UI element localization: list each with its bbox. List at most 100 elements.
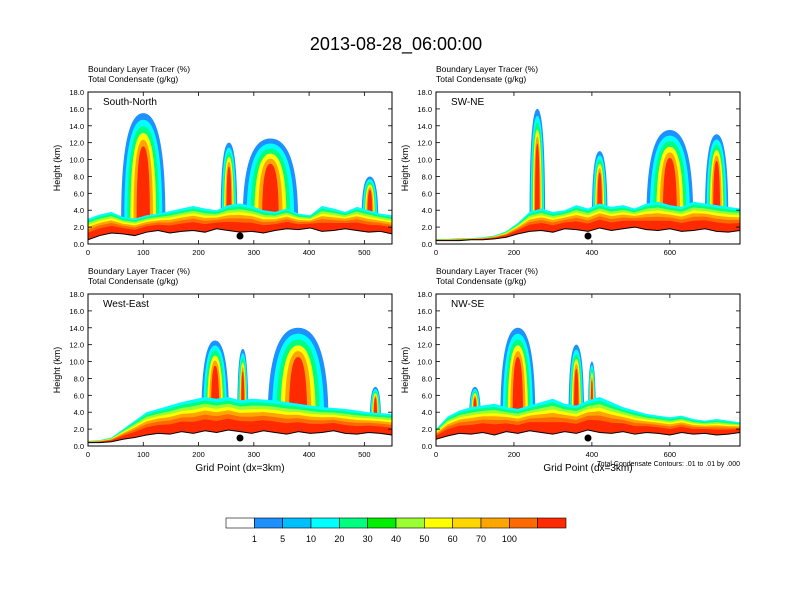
colorbar-label: 1 (252, 534, 257, 544)
colorbar-label: 10 (306, 534, 316, 544)
colorbar-label: 60 (448, 534, 458, 544)
colorbar-label: 50 (419, 534, 429, 544)
y-tick-label: 10.0 (417, 358, 432, 367)
panel-sw-ne: Boundary Layer Tracer (%)Total Condensat… (400, 64, 741, 257)
panel-subtitle: Boundary Layer Tracer (%) (88, 266, 190, 276)
y-tick-label: 4.0 (74, 408, 84, 417)
x-tick-label: 100 (137, 450, 150, 459)
panel-subtitle: Total Condensate (g/kg) (436, 74, 526, 84)
plume-band (136, 146, 150, 219)
contour-annotation: Total Condensate Contours: .01 to .01 by… (597, 461, 740, 468)
colorbar-swatch (282, 517, 312, 529)
x-tick-label: 400 (303, 248, 316, 257)
plot-area (436, 108, 740, 244)
panel-subtitle: Boundary Layer Tracer (%) (88, 64, 190, 74)
location-marker (584, 232, 592, 240)
x-tick-label: 500 (358, 248, 371, 257)
colorbar-swatch (424, 517, 453, 529)
y-tick-label: 10.0 (69, 358, 84, 367)
colorbar-swatch (480, 517, 510, 529)
y-tick-label: 6.0 (422, 391, 432, 400)
y-axis-label: Height (km) (400, 347, 410, 394)
y-tick-label: 8.0 (422, 374, 432, 383)
y-tick-label: 6.0 (422, 189, 432, 198)
y-tick-label: 14.0 (69, 324, 84, 333)
y-tick-label: 0.0 (422, 240, 432, 249)
y-tick-label: 14.0 (417, 122, 432, 131)
y-tick-label: 10.0 (417, 156, 432, 165)
colorbar-swatch (537, 517, 567, 529)
plume-band (512, 357, 524, 421)
convective-plume (242, 138, 299, 219)
y-axis-label: Height (km) (52, 347, 62, 394)
y-tick-label: 8.0 (74, 374, 84, 383)
y-tick-label: 0.0 (74, 442, 84, 451)
location-marker (236, 232, 244, 240)
colorbar-swatch (310, 517, 340, 529)
location-marker (236, 434, 244, 442)
convective-plume (220, 142, 238, 219)
y-tick-label: 2.0 (422, 425, 432, 434)
colorbar-label: 30 (363, 534, 373, 544)
y-tick-label: 14.0 (417, 324, 432, 333)
y-tick-label: 2.0 (74, 425, 84, 434)
plume-band (713, 160, 721, 219)
panel-label: SW-NE (451, 97, 484, 108)
y-tick-label: 6.0 (74, 391, 84, 400)
figure-title: 2013-08-28_06:00:00 (310, 34, 482, 55)
convective-plume (529, 108, 546, 219)
panel-nw-se: Boundary Layer Tracer (%)Total Condensat… (400, 266, 741, 474)
x-tick-label: 0 (86, 450, 90, 459)
plot-frame (87, 293, 393, 447)
x-tick-label: 400 (586, 248, 599, 257)
y-tick-label: 18.0 (69, 88, 84, 97)
colorbar-label: 40 (391, 534, 401, 544)
convective-plume (646, 130, 694, 219)
x-tick-label: 0 (86, 248, 90, 257)
y-tick-label: 12.0 (69, 139, 84, 148)
y-tick-label: 18.0 (69, 290, 84, 299)
colorbar-label: 5 (280, 534, 285, 544)
colorbar-swatch (225, 517, 255, 529)
y-tick-label: 2.0 (74, 223, 84, 232)
y-tick-label: 4.0 (422, 408, 432, 417)
y-tick-label: 4.0 (422, 206, 432, 215)
colorbar-swatch (254, 517, 283, 529)
x-tick-label: 200 (508, 450, 521, 459)
colorbar-swatch (509, 517, 538, 529)
x-axis-label: Grid Point (dx=3km) (195, 463, 284, 474)
convective-plume (121, 113, 166, 219)
x-tick-label: 600 (664, 450, 677, 459)
colorbar-label: 70 (476, 534, 486, 544)
x-tick-label: 400 (303, 450, 316, 459)
y-tick-label: 4.0 (74, 206, 84, 215)
y-tick-label: 16.0 (417, 307, 432, 316)
convective-plume (500, 327, 536, 421)
y-tick-label: 12.0 (417, 139, 432, 148)
y-tick-label: 8.0 (74, 172, 84, 181)
panel-west-east: Boundary Layer Tracer (%)Total Condensat… (52, 266, 393, 474)
y-tick-label: 16.0 (417, 105, 432, 114)
plot-frame (435, 293, 741, 447)
x-tick-label: 400 (586, 450, 599, 459)
colorbar-swatch (452, 517, 482, 529)
boundary-layer-band (88, 221, 392, 240)
panel-label: West-East (103, 299, 149, 310)
plot-area (436, 327, 740, 446)
panel-subtitle: Total Condensate (g/kg) (88, 74, 178, 84)
panel-subtitle: Boundary Layer Tracer (%) (436, 266, 538, 276)
colorbar-swatch (395, 517, 425, 529)
plume-band (534, 143, 540, 219)
y-tick-label: 8.0 (422, 172, 432, 181)
x-tick-label: 300 (248, 248, 261, 257)
x-tick-label: 0 (434, 248, 438, 257)
x-tick-label: 600 (664, 248, 677, 257)
y-tick-label: 0.0 (422, 442, 432, 451)
panel-subtitle: Total Condensate (g/kg) (436, 276, 526, 286)
colorbar-swatch (367, 517, 397, 529)
x-axis-label: Grid Point (dx=3km) (543, 463, 632, 474)
plume-band (662, 157, 677, 219)
convective-plume (704, 134, 729, 219)
panel-subtitle: Total Condensate (g/kg) (88, 276, 178, 286)
